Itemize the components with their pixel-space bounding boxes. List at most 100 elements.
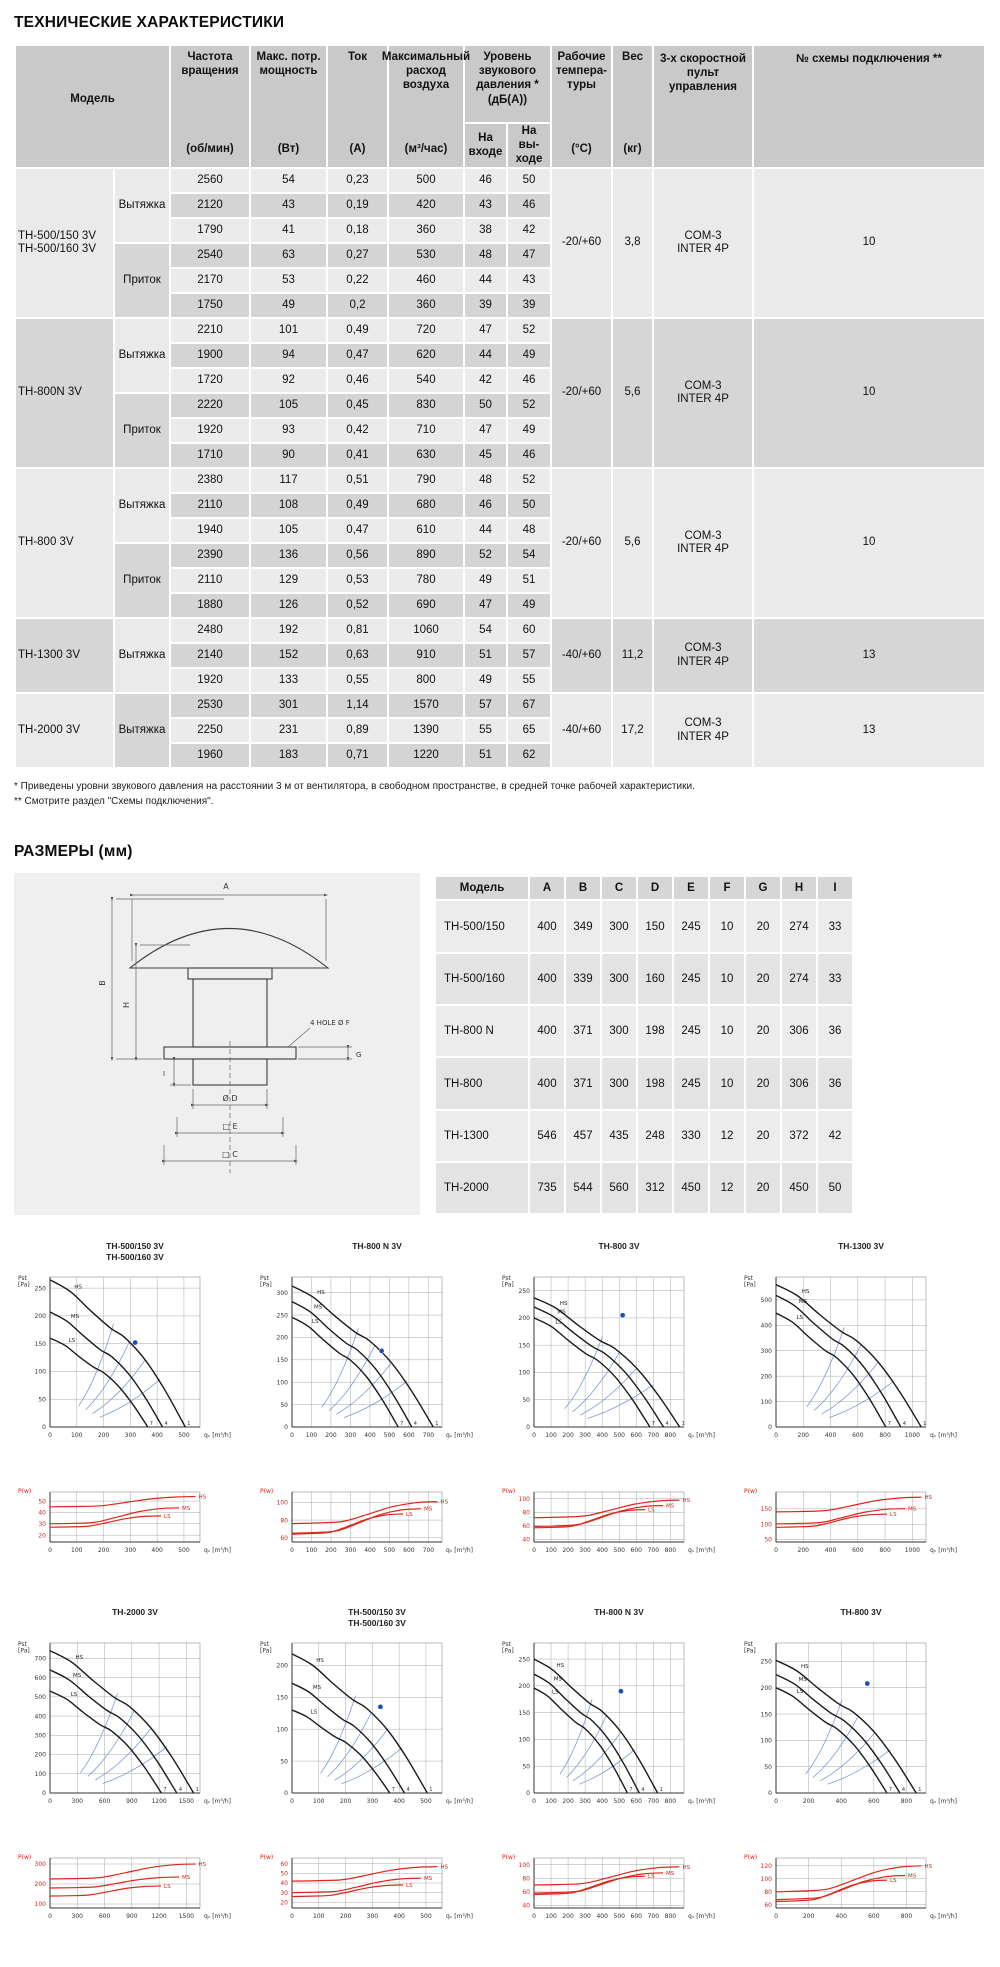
spec-value-cell: 49: [465, 669, 506, 693]
svg-text:100: 100: [71, 1432, 83, 1439]
svg-text:LS: LS: [796, 1316, 803, 1322]
svg-text:250: 250: [277, 1313, 289, 1320]
spec-value-cell: 530: [389, 244, 463, 268]
svg-text:40: 40: [280, 1881, 288, 1888]
spec-value-cell: 0,55: [328, 669, 387, 693]
svg-text:4: 4: [414, 1421, 417, 1427]
svg-text:0: 0: [48, 1913, 52, 1920]
dims-cell: 544: [566, 1163, 600, 1214]
svg-text:400: 400: [393, 1913, 405, 1920]
spec-value-cell: 231: [251, 719, 326, 743]
dims-header-cell: E: [674, 877, 708, 900]
spec-value-cell: 105: [251, 519, 326, 543]
dimensions-header-row: Модель A B C D E F G H I: [436, 877, 852, 900]
spec-value-cell: 2380: [171, 469, 249, 493]
spec-value-cell: 60: [508, 619, 550, 643]
svg-text:0: 0: [284, 1425, 288, 1432]
svg-text:800: 800: [879, 1547, 891, 1554]
svg-text:300: 300: [579, 1547, 591, 1554]
spec-value-cell: 1720: [171, 369, 249, 393]
svg-text:4: 4: [641, 1787, 644, 1793]
dims-cell: 371: [566, 1006, 600, 1057]
svg-text:0: 0: [42, 1425, 46, 1432]
svg-text:80: 80: [522, 1510, 530, 1517]
col-header-noise-in: На входе: [465, 124, 506, 168]
spec-value-cell: 101: [251, 319, 326, 343]
dims-cell: 450: [782, 1163, 816, 1214]
svg-text:300: 300: [579, 1798, 591, 1805]
spec-value-cell: 57: [465, 694, 506, 718]
chart-group: TH-2000 3V Pst [Pa] 0 100 200 300 400 500 600 700 0…: [14, 1607, 256, 1947]
svg-text:150: 150: [277, 1695, 289, 1702]
spec-value-cell: 610: [389, 519, 463, 543]
spec-value-cell: 0,19: [328, 194, 387, 218]
col-header-current: Ток (А): [328, 46, 387, 168]
pressure-chart: Pst[Pa] 0 100 200 300 400 500 0 200 400 600 800 1000…: [744, 1275, 957, 1439]
spec-weight-cell: 17,2: [613, 694, 652, 768]
svg-text:200: 200: [562, 1798, 574, 1805]
dims-cell: 20: [746, 1058, 780, 1109]
dims-row: TH-2000 735 544 560 312 450 12 20 450 50: [436, 1163, 852, 1214]
spec-value-cell: 790: [389, 469, 463, 493]
spec-table-header: Модель Частота вращения (об/мин) Макс. по…: [16, 46, 984, 168]
col-header-noise-out: На вы-ходе: [508, 124, 550, 168]
svg-text:100: 100: [761, 1738, 773, 1745]
dim-label-c: □ C: [222, 1150, 238, 1159]
spec-value-cell: 0,63: [328, 644, 387, 668]
charts-row-1: TH-500/150 3V TH-500/160 3V Pst [Pa] 0 50 100 1…: [14, 1241, 986, 1581]
spec-value-cell: 780: [389, 569, 463, 593]
dims-header-cell: Модель: [436, 877, 528, 900]
spec-value-cell: 54: [251, 169, 326, 193]
svg-text:MS: MS: [557, 1310, 566, 1316]
svg-text:30: 30: [280, 1890, 288, 1897]
spec-value-cell: 136: [251, 544, 326, 568]
spec-value-cell: 2120: [171, 194, 249, 218]
svg-text:800: 800: [665, 1913, 677, 1920]
spec-value-cell: 183: [251, 744, 326, 768]
spec-value-cell: 0,49: [328, 319, 387, 343]
spec-value-cell: 49: [508, 594, 550, 618]
svg-text:[Pa]: [Pa]: [502, 1282, 514, 1289]
dim-label-e: □ E: [222, 1122, 237, 1131]
svg-text:7: 7: [163, 1787, 166, 1793]
svg-text:qᵥ [m³/h]: qᵥ [m³/h]: [930, 1798, 957, 1805]
col-header-power: Макс. потр. мощность (Вт): [251, 46, 326, 168]
svg-text:HS: HS: [316, 1658, 324, 1664]
svg-text:700: 700: [648, 1798, 660, 1805]
svg-text:300: 300: [367, 1913, 379, 1920]
spec-value-cell: 46: [465, 494, 506, 518]
svg-text:60: 60: [522, 1889, 530, 1896]
spec-value-cell: 0,42: [328, 419, 387, 443]
spec-value-cell: 1960: [171, 744, 249, 768]
spec-value-cell: 0,47: [328, 519, 387, 543]
svg-text:20: 20: [38, 1533, 46, 1540]
svg-text:100: 100: [277, 1500, 289, 1507]
svg-text:400: 400: [151, 1547, 163, 1554]
svg-text:100: 100: [761, 1876, 773, 1883]
svg-text:4: 4: [903, 1421, 906, 1427]
svg-text:MS: MS: [554, 1677, 563, 1683]
spec-weight-cell: 5,6: [613, 319, 652, 468]
svg-text:LS: LS: [890, 1878, 897, 1884]
spec-value-cell: 2560: [171, 169, 249, 193]
spec-value-cell: 500: [389, 169, 463, 193]
spec-value-cell: 0,52: [328, 594, 387, 618]
spec-control-cell: COM-3 INTER 4P: [654, 619, 752, 693]
svg-text:400: 400: [364, 1432, 376, 1439]
svg-text:LS: LS: [71, 1693, 78, 1699]
spec-model-cell: ТН-500/150 3V ТН-500/160 3V: [16, 169, 113, 318]
dims-cell: 245: [674, 901, 708, 952]
svg-text:600: 600: [631, 1547, 643, 1554]
col-header-weight: Вес (кг): [613, 46, 652, 168]
svg-text:MS: MS: [424, 1877, 433, 1883]
spec-value-cell: 800: [389, 669, 463, 693]
dimensions-table: Модель A B C D E F G H I TH-500/150 400 349 300 150 24…: [434, 875, 854, 1215]
dims-cell: 400: [530, 953, 564, 1005]
svg-text:200: 200: [761, 1374, 773, 1381]
dims-cell: 20: [746, 953, 780, 1005]
dims-row: TH-500/150 400 349 300 150 245 10 20 274 33: [436, 901, 852, 952]
svg-text:[Pa]: [Pa]: [260, 1282, 272, 1289]
svg-text:1500: 1500: [179, 1798, 194, 1805]
spec-value-cell: 42: [465, 369, 506, 393]
svg-text:MS: MS: [908, 1507, 917, 1513]
